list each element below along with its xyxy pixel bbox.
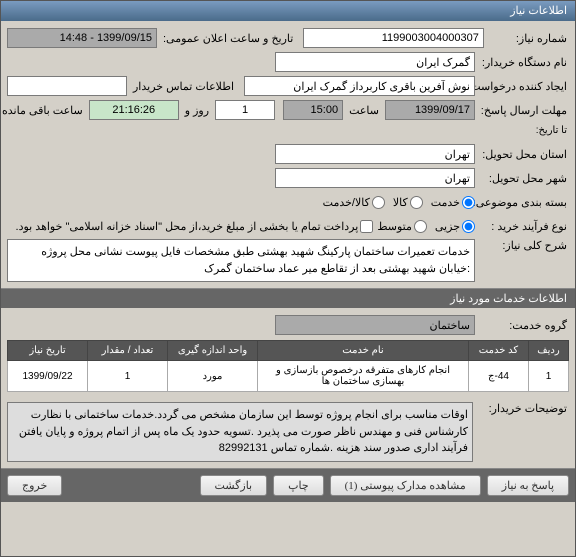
until-label: تا تاریخ: [479, 125, 569, 136]
deadline-time-field [283, 100, 343, 120]
reply-button[interactable]: پاسخ به نیاز [487, 475, 569, 496]
packaging-radio-group: خدمت کالا کالا/خدمت [323, 196, 475, 209]
process-radio-group: جزیی متوسط [377, 220, 475, 233]
need-number-label: شماره نیاز: [488, 32, 569, 45]
remaining-label: ساعت باقی مانده [0, 104, 85, 117]
th-date: تاریخ نیاز [8, 341, 88, 361]
pkg-service-radio[interactable]: خدمت [431, 196, 475, 209]
window-title: اطلاعات نیاز [510, 5, 567, 17]
cell-idx: 1 [529, 361, 569, 392]
cell-unit: مورد [168, 361, 258, 392]
buyer-notes-row: توضیحات خریدار: اوقات مناسب برای انجام پ… [1, 396, 575, 468]
main-form: شماره نیاز: تاریخ و ساعت اعلان عمومی: نا… [1, 21, 575, 288]
summary-label: شرح کلی نیاز: [479, 239, 569, 252]
creator-field[interactable] [244, 76, 475, 96]
table-header-row: ردیف کد خدمت نام خدمت واحد اندازه گیری ت… [8, 341, 569, 361]
creator-label: ایجاد کننده درخواست: [479, 80, 569, 93]
window-titlebar: اطلاعات نیاز [1, 1, 575, 21]
th-qty: تعداد / مقدار [88, 341, 168, 361]
proc-medium-radio[interactable]: متوسط [377, 220, 427, 233]
group-label: گروه خدمت: [479, 319, 569, 332]
proc-note-check[interactable]: پرداخت تمام یا بخشی از مبلغ خرید،از محل … [16, 220, 374, 233]
back-button[interactable]: بازگشت [200, 475, 268, 496]
announce-label: تاریخ و ساعت اعلان عمومی: [161, 32, 295, 45]
th-name: نام خدمت [258, 341, 469, 361]
services-area: گروه خدمت: ردیف کد خدمت نام خدمت واحد ان… [1, 308, 575, 396]
packaging-label: بسته بندی موضوعی: [479, 196, 569, 209]
th-unit: واحد اندازه گیری [168, 341, 258, 361]
services-section-header: اطلاعات خدمات مورد نیاز [1, 288, 575, 308]
exit-button[interactable]: خروج [7, 475, 62, 496]
pkg-goods-radio[interactable]: کالا [393, 196, 423, 209]
city-label: شهر محل تحویل: [479, 172, 569, 185]
group-field [275, 315, 475, 335]
deadline-date-field [385, 100, 475, 120]
services-table: ردیف کد خدمت نام خدمت واحد اندازه گیری ت… [7, 340, 569, 392]
print-button[interactable]: چاپ [273, 475, 324, 496]
table-row[interactable]: 1 44-ج انجام کارهای متفرقه درخصوص بازساز… [8, 361, 569, 392]
cell-date: 1399/09/22 [8, 361, 88, 392]
deadline-label: مهلت ارسال پاسخ: [479, 104, 569, 117]
days-field [215, 100, 275, 120]
process-label: نوع فرآیند خرید : [479, 220, 569, 233]
attachments-button[interactable]: مشاهده مدارک پیوستی (1) [330, 475, 481, 496]
days-label: روز و [183, 104, 211, 117]
th-idx: ردیف [529, 341, 569, 361]
buyer-org-label: نام دستگاه خریدار: [479, 56, 569, 69]
need-number-field[interactable] [303, 28, 483, 48]
contact-field[interactable] [7, 76, 127, 96]
contact-label: اطلاعات تماس خریدار [131, 80, 236, 93]
cell-name: انجام کارهای متفرقه درخصوص بازسازی و بهس… [258, 361, 469, 392]
time-label-1: ساعت [347, 104, 381, 117]
buyer-notes-box: اوقات مناسب برای انجام پروژه توسط این سا… [7, 402, 473, 462]
city-field[interactable] [275, 168, 475, 188]
province-field[interactable] [275, 144, 475, 164]
pkg-goods-service-radio[interactable]: کالا/خدمت [323, 196, 385, 209]
countdown-field [89, 100, 179, 120]
buyer-org-field[interactable] [275, 52, 475, 72]
button-bar: پاسخ به نیاز مشاهده مدارک پیوستی (1) چاپ… [1, 468, 575, 502]
buyer-notes-label: توضیحات خریدار: [479, 402, 569, 415]
cell-qty: 1 [88, 361, 168, 392]
announce-field [7, 28, 157, 48]
proc-small-radio[interactable]: جزیی [435, 220, 475, 233]
cell-code: 44-ج [469, 361, 529, 392]
summary-box: خدمات تعمیرات ساختمان پارکینگ شهید بهشتی… [7, 239, 475, 282]
province-label: استان محل تحویل: [479, 148, 569, 161]
th-code: کد خدمت [469, 341, 529, 361]
info-window: اطلاعات نیاز شماره نیاز: تاریخ و ساعت اع… [0, 0, 576, 557]
